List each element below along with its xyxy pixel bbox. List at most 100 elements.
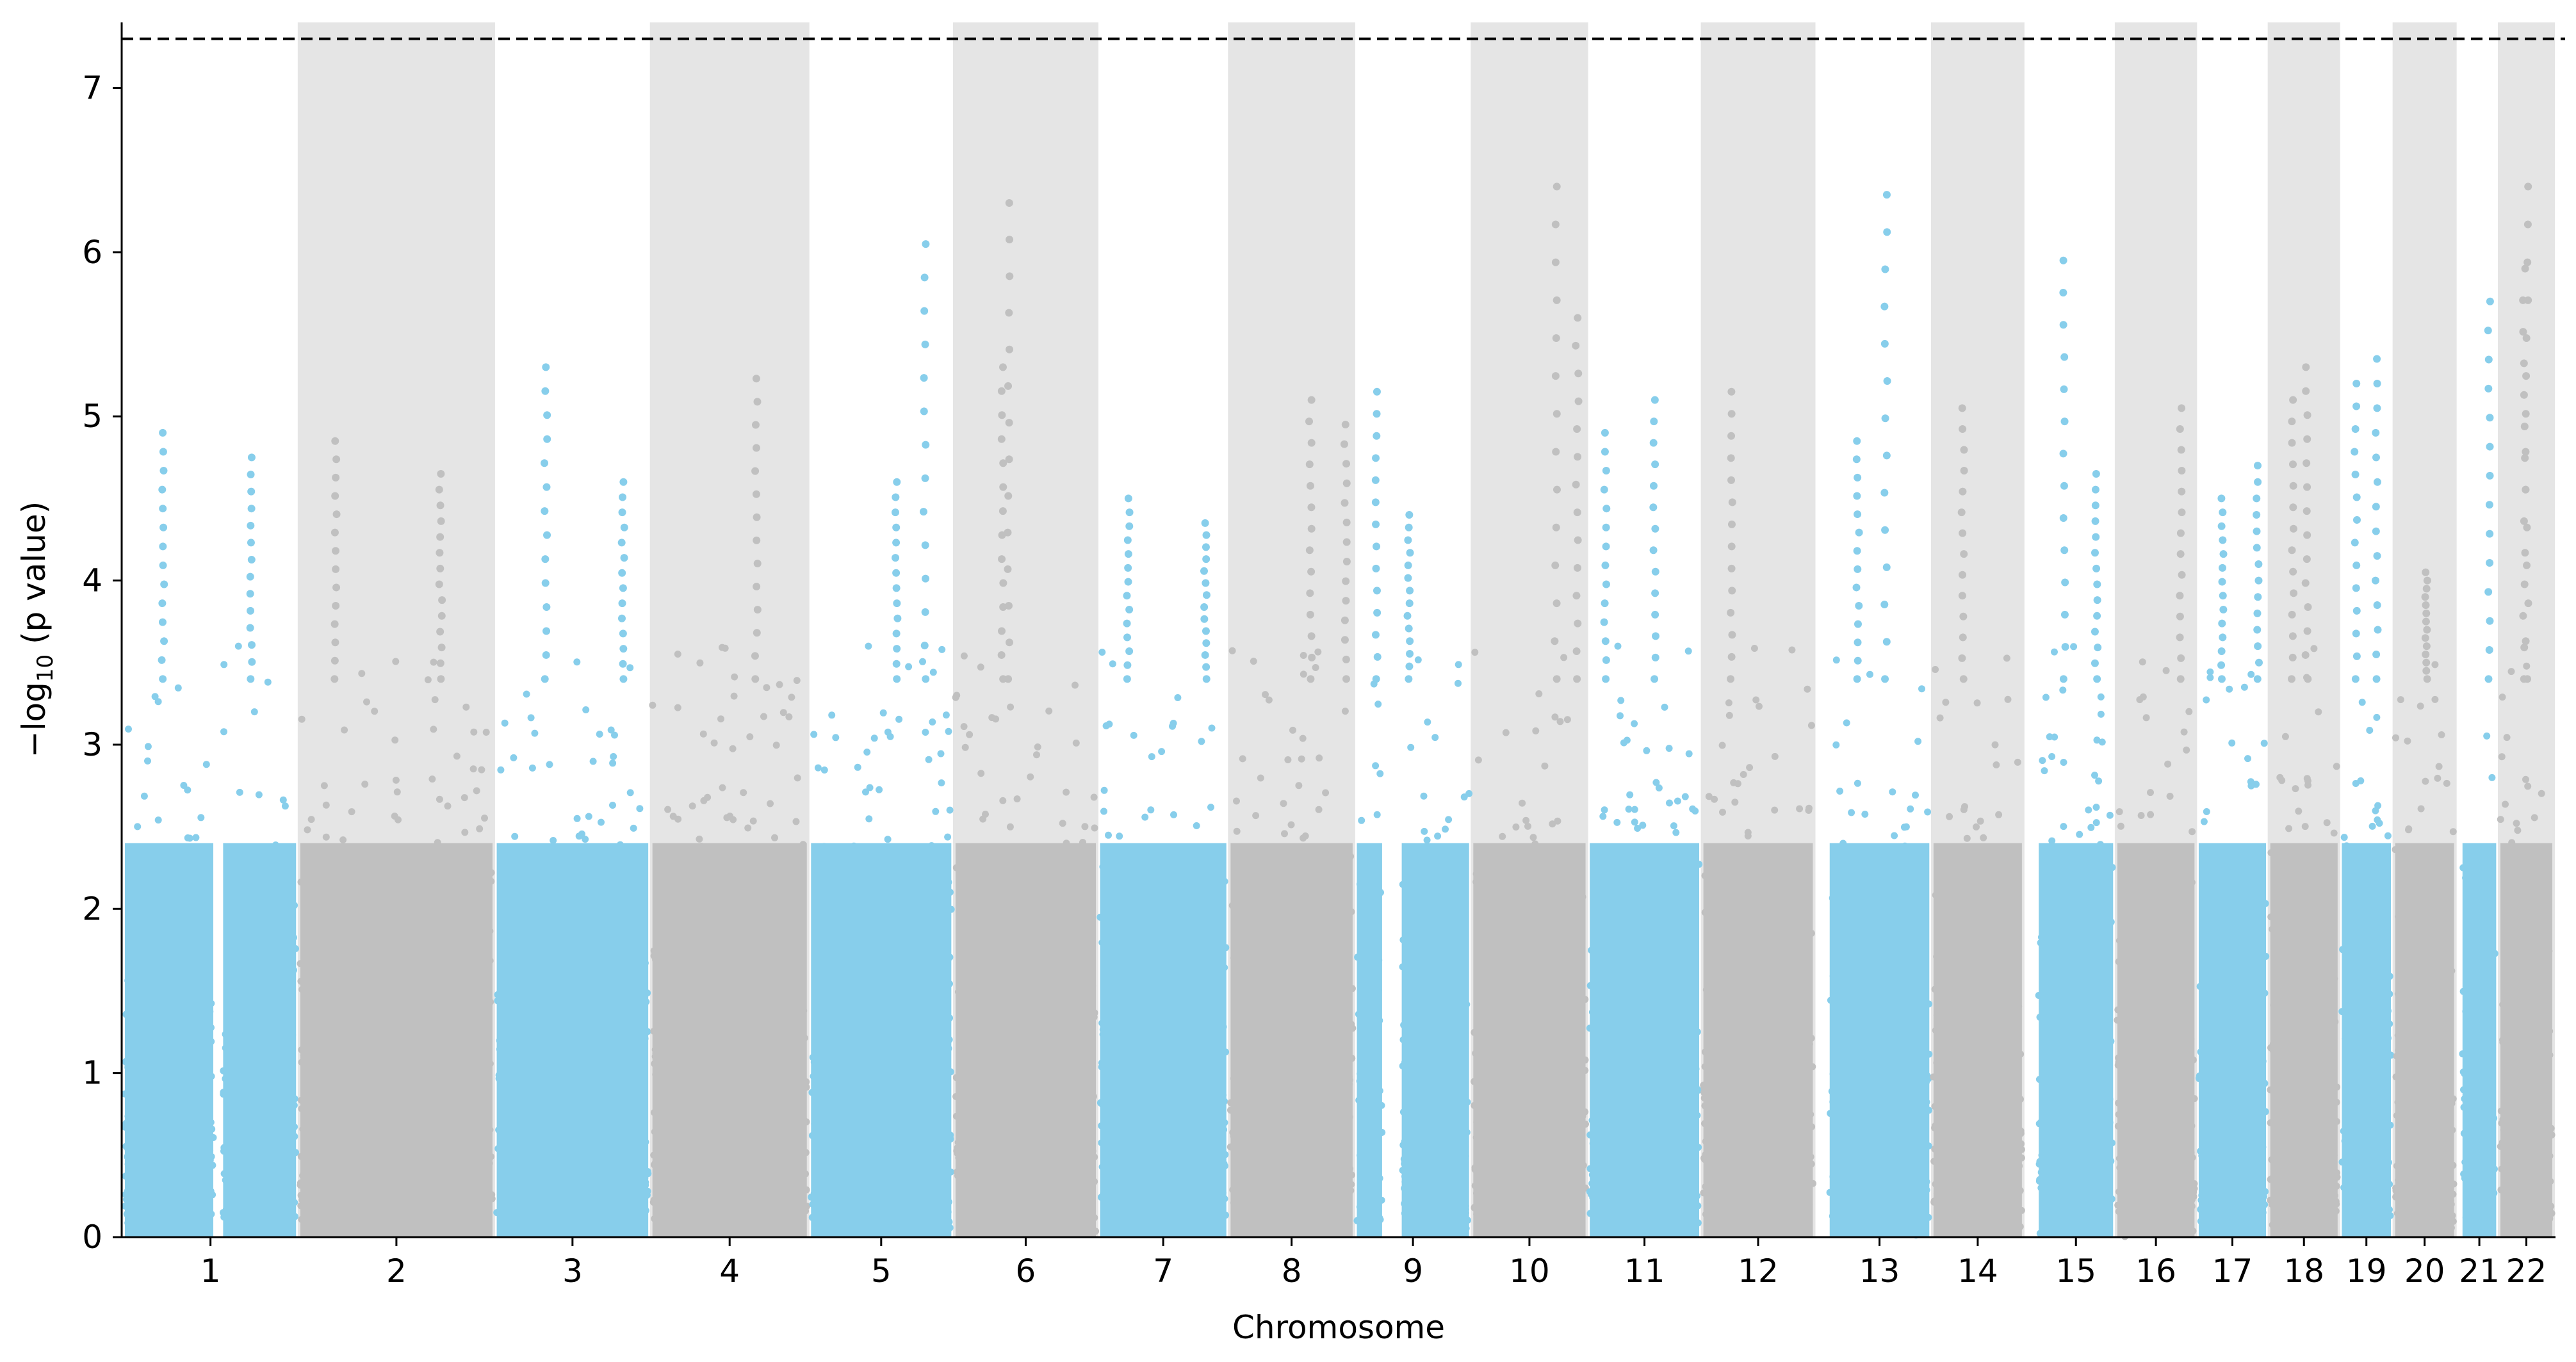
peak-point [2218,619,2226,628]
peak-point [2486,530,2494,538]
peak-point [542,651,550,659]
x-tick-label: 15 [2055,1253,2096,1290]
peak-point [158,656,166,664]
peak-point [2352,515,2361,524]
snp-dense-chr-15-0 [2039,843,2114,1237]
peak-point [2254,642,2262,651]
peak-point [2059,288,2067,296]
peak-point [1202,591,1211,599]
peak-point [1649,482,1658,490]
x-tick-label: 13 [1859,1253,1900,1290]
peak-point [2520,423,2529,431]
peak-point [1728,631,1736,639]
peak-point [752,444,760,452]
peak-point [1006,345,1014,353]
peak-point [436,659,444,667]
peak-point [618,508,626,517]
peak-point [1727,387,1736,396]
peak-point [1341,421,1349,429]
peak-point [330,620,339,628]
peak-point [2371,576,2379,585]
snp-dense-chr-7-0 [1100,843,1227,1237]
peak-point [1727,454,1735,462]
peak-point [1882,451,1891,460]
peak-point [1959,675,1968,683]
y-tick-label: 1 [82,1055,102,1092]
peak-point [753,536,761,544]
peak-point [1602,505,1611,513]
peak-point [1882,638,1891,646]
snp-dense-chr-10-0 [1473,843,1586,1237]
peak-point [2217,675,2226,683]
peak-point [1371,476,1380,484]
peak-point [2287,675,2295,683]
peak-point [1601,561,1610,569]
peak-point [1574,453,1582,461]
peak-point [2091,549,2099,557]
peak-point [435,485,443,494]
peak-point [1551,220,1560,229]
x-tick-label: 3 [562,1253,583,1290]
peak-point [2253,675,2262,683]
peak-point [893,614,902,622]
peak-point [332,565,340,573]
x-tick-label: 2 [386,1253,407,1290]
peak-point [1880,302,1889,311]
peak-point [160,637,168,645]
peak-point [1004,492,1013,500]
peak-point [2422,667,2431,675]
peak-point [248,658,256,666]
peak-point [2059,450,2067,458]
peak-point [2486,442,2494,451]
peak-point [2254,462,2262,470]
peak-point [1651,589,1659,597]
peak-point [2219,592,2227,600]
peak-point [2373,601,2381,610]
snp-dense-chr-14-0 [1933,843,2022,1237]
snp-dense-chr-19-0 [2342,843,2392,1237]
peak-point [921,541,929,549]
peak-point [999,483,1007,491]
peak-point [2060,546,2069,555]
peak-point [2372,650,2381,658]
peak-point [332,473,340,482]
peak-point [919,508,927,516]
peak-point [1651,567,1659,576]
peak-point [2372,453,2380,462]
snp-dense-chr-16-0 [2117,843,2195,1237]
y-tick-label: 7 [82,70,102,107]
peak-point [1728,498,1736,507]
peak-point [1553,182,1561,191]
peak-point [1004,382,1013,390]
peak-point [2422,617,2430,626]
peak-point [332,602,340,610]
peak-point [2373,552,2381,560]
peak-point [437,675,445,683]
peak-point [1123,592,1131,600]
peak-point [247,641,256,649]
peak-point [1553,410,1561,418]
peak-point [2486,558,2494,567]
peak-point [2520,580,2529,588]
peak-point [1553,675,1561,683]
peak-point [999,507,1007,515]
y-tick-label: 2 [82,890,102,927]
x-tick-label: 11 [1624,1253,1665,1290]
peak-point [2422,658,2431,667]
peak-point [2217,494,2226,503]
peak-point [1960,467,1968,475]
peak-point [1342,675,1350,683]
peak-point [1306,482,1314,490]
peak-point [247,539,255,547]
peak-point [247,453,256,462]
peak-point [1553,296,1561,304]
peak-point [2094,644,2102,652]
peak-point [1881,414,1889,423]
peak-point [246,624,254,632]
peak-point [2522,448,2530,456]
peak-point [1373,608,1382,617]
y-tick-label: 3 [82,726,102,763]
peak-point [1307,503,1316,512]
peak-point [1307,396,1316,404]
peak-point [1600,618,1608,626]
